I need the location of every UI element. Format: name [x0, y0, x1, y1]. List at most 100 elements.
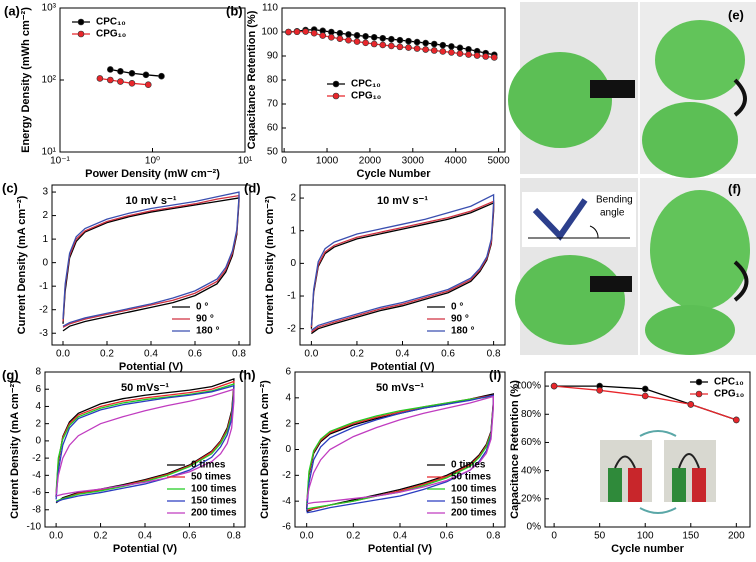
x-axis-label: Potential (V) — [368, 543, 433, 555]
y-tick-label: 4 — [285, 392, 291, 403]
film — [590, 276, 632, 292]
marker — [439, 48, 447, 55]
series-line — [62, 197, 240, 332]
marker — [641, 392, 649, 400]
arrow — [639, 507, 677, 514]
x-axis-label: Potential (V) — [119, 361, 184, 373]
legend-label: 0 ° — [196, 302, 208, 313]
legend-label: 0 ° — [451, 302, 463, 313]
marker — [422, 39, 429, 47]
legend-marker — [332, 80, 340, 88]
legend-label: 150 times — [451, 496, 497, 507]
marker — [353, 32, 361, 39]
y-tick-label: -6 — [282, 522, 291, 533]
x-tick-label: 150 — [682, 531, 699, 542]
legend-label: 0 times — [191, 460, 226, 471]
marker — [641, 385, 649, 393]
x-tick-label: 0.0 — [56, 349, 70, 360]
y-tick-label: -1 — [287, 291, 296, 302]
marker — [379, 41, 387, 49]
y-axis-label: Capacitance Retention (%) — [246, 10, 258, 149]
marker — [473, 52, 481, 59]
y-tick-label: 1 — [42, 234, 48, 245]
panel-label: (b) — [226, 3, 243, 18]
series-line — [310, 193, 495, 331]
y-axis-label: Energy Density (mWh cm⁻²) — [20, 7, 32, 153]
marker — [362, 39, 369, 47]
y-axis-label: Capacitance Retention (%) — [509, 380, 521, 519]
legend-label: 50 times — [451, 472, 491, 483]
marker — [405, 37, 412, 45]
x-tick-label: 0.6 — [188, 349, 202, 360]
x-tick-label: 0.4 — [138, 531, 152, 542]
x-tick-label: 0.8 — [486, 531, 500, 542]
marker — [117, 68, 124, 75]
x-tick-label: 0.4 — [396, 349, 410, 360]
y-tick-label: 40% — [521, 465, 541, 476]
y-tick-label: -10 — [27, 522, 42, 533]
marker — [550, 382, 558, 390]
legend-label: 50 times — [191, 472, 231, 483]
series-line — [62, 191, 240, 327]
glove — [515, 255, 625, 345]
x-axis-label: Cycle number — [611, 543, 684, 555]
y-axis-label: Current Density (mA cm⁻²) — [9, 380, 21, 519]
legend-label: 200 times — [451, 508, 497, 519]
series-line — [306, 395, 494, 505]
bent-film — [733, 78, 747, 117]
glove — [642, 102, 738, 178]
legend-label: CPG₁₀ — [96, 29, 126, 40]
x-axis-label: Potential (V) — [370, 361, 435, 373]
marker — [107, 76, 114, 84]
marker — [310, 29, 318, 37]
arrow — [639, 430, 677, 437]
y-tick-label: 100 — [261, 27, 278, 38]
y-tick-label: -8 — [32, 504, 41, 515]
x-axis-label: Power Density (mW cm⁻²) — [85, 168, 220, 180]
marker — [302, 28, 309, 35]
glove — [645, 305, 735, 355]
y-tick-label: 6 — [35, 384, 41, 395]
y-axis-label: Current Density (mA cm⁻²) — [264, 195, 276, 334]
x-tick-label: 0.2 — [100, 349, 114, 360]
x-tick-label: 200 — [728, 531, 745, 542]
photo-e: (e) — [508, 2, 756, 178]
sample — [614, 455, 636, 469]
y-tick-label: 2 — [42, 210, 48, 221]
marker — [379, 34, 387, 42]
marker — [448, 49, 455, 56]
bent-film — [733, 260, 749, 302]
annotation: 50 mVs⁻¹ — [376, 382, 424, 394]
y-tick-label: -4 — [282, 496, 291, 507]
marker — [430, 40, 438, 48]
x-tick-label: 100 — [637, 531, 654, 542]
sample — [678, 453, 700, 469]
panel-label: (i) — [489, 367, 501, 382]
legend-marker — [695, 390, 703, 398]
marker — [413, 45, 421, 52]
y-tick-label: -2 — [32, 453, 41, 464]
legend-marker — [77, 18, 85, 26]
y-tick-label: 20% — [521, 493, 541, 504]
y-tick-label: 80 — [267, 75, 279, 86]
x-tick-label: 5000 — [487, 156, 510, 167]
panel-label: (h) — [239, 367, 256, 382]
legend-marker — [332, 92, 340, 100]
marker — [293, 28, 301, 36]
marker — [733, 416, 740, 424]
x-tick-label: 0.2 — [94, 531, 108, 542]
marker — [396, 43, 404, 51]
film — [590, 80, 635, 98]
annotation: Bending — [596, 195, 633, 206]
x-tick-label: 0.8 — [487, 349, 501, 360]
x-axis-label: Potential (V) — [113, 543, 178, 555]
legend-marker — [695, 378, 703, 386]
bent-strip — [532, 198, 588, 241]
y-tick-label: -2 — [287, 323, 296, 334]
y-tick-label: 10² — [42, 75, 57, 86]
marker — [482, 53, 490, 60]
marker — [285, 28, 292, 36]
axes-frame — [544, 371, 751, 528]
annotation: 10 mV s⁻¹ — [377, 195, 428, 207]
